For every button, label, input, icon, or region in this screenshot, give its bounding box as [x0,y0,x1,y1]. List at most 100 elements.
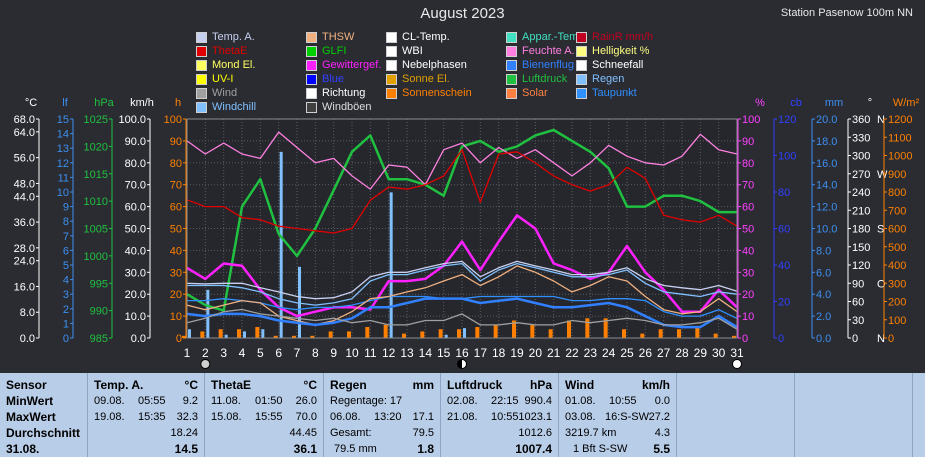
x-tick-label: 17 [474,346,488,360]
direction-label: W [877,169,888,181]
bar-regen [224,334,228,338]
axis-tick-label: 2.0 [816,311,831,323]
axis-tick-label: 1005 [84,224,108,236]
x-tick-label: 1 [184,346,191,360]
axis-tick-label: 0 [852,333,858,345]
bar-sonnenschein [200,331,205,338]
plot-border [186,118,738,339]
axis-tick-label: 14 [57,129,69,141]
axis-unit-label: ° [868,97,872,109]
axis-tick-label: 1010 [84,196,108,208]
axis-tick-label: 30.0 [125,267,146,279]
bar-sonnenschein [603,318,608,338]
legend-label: Gewittergef. [322,59,382,71]
axis-tick-label: 68.0 [14,114,35,126]
stats-min-label: MinWert [6,394,54,408]
legend-label: THSW [322,31,355,43]
direction-label: S [877,224,884,236]
axis-tick-label: 0 [778,333,784,345]
bar-regen [389,192,393,338]
stats-panel: Sensor MinWert MaxWert Durchschnitt 31.0… [0,373,925,457]
moon-icon-shade [457,359,462,369]
series-line-thetae [186,148,738,234]
axis-tick-label: 13 [57,143,69,155]
bar-sonnenschein [512,320,516,338]
axis-tick-label: 3 [63,289,69,301]
axis-unit-label: lf [62,97,68,109]
axis-tick-label: 90.0 [125,136,146,148]
axis-tick-label: 90 [170,136,182,148]
bar-regen [261,329,265,338]
axis-tick-label: 18.0 [816,136,837,148]
axis-tick-label: 100 [742,114,760,126]
legend-label: Windchill [212,101,257,113]
x-tick-label: 16 [455,346,469,360]
axis-tick-label: 50 [742,224,754,236]
bar-sonnenschein [218,329,223,338]
bar-sonnenschein [695,327,700,338]
legend-swatch [196,60,207,71]
axis-tick-label: 20 [170,289,182,301]
temp-unit: °C [184,378,198,392]
axis-unit-label: cb [790,97,802,109]
legend-swatch [386,88,397,99]
legend-swatch [386,74,397,85]
legend-swatch [196,46,207,57]
axis-tick-label: 36.0 [14,217,35,229]
axis-tick-label: 6.0 [816,267,831,279]
bar-sonnenschein [658,329,663,338]
axis-tick-label: 990 [90,306,108,318]
legend-label: Bienenflug [522,59,574,71]
bar-regen [444,334,448,338]
legend-swatch [506,32,517,43]
axis-tick-label: 200 [888,297,906,309]
axis-tick-label: 40 [742,245,754,257]
x-tick-label: 18 [492,346,506,360]
bar-sonnenschein [475,327,480,338]
x-tick-label: 30 [712,346,726,360]
axis-tick-label: 70.0 [125,180,146,192]
x-tick-label: 27 [657,346,671,360]
x-tick-label: 19 [510,346,524,360]
x-tick-label: 29 [694,346,708,360]
x-tick-label: 9 [330,346,337,360]
x-tick-label: 10 [345,346,359,360]
axis-tick-label: 0 [176,333,182,345]
x-tick-label: 12 [382,346,396,360]
axis-tick-label: 1020 [84,141,108,153]
bar-regen [188,329,191,338]
axis-tick-label: 1000 [888,151,912,163]
axis-tick-label: 64.0 [14,127,35,139]
legend-label: UV-I [212,73,234,85]
bar-regen [463,328,466,338]
axis-tick-label: 40 [170,245,182,257]
axis-tick-label: 40.0 [125,245,146,257]
axis-tick-label: 9 [63,202,69,214]
bar-sonnenschein [383,324,388,338]
axis-tick-label: 2 [63,304,69,316]
series-line-wind [186,308,738,330]
axis-tick-label: 1200 [888,114,912,126]
axis-tick-label: 120 [852,260,870,272]
axis-unit-label: W/m² [893,97,920,109]
axis-tick-label: 400 [888,260,906,272]
legend-label: RainR mm/h [592,31,654,43]
x-tick-label: 31 [730,346,744,360]
axis-tick-label: 150 [852,242,870,254]
bar-sonnenschein [292,335,296,338]
axis-tick-label: 0 [63,333,69,345]
x-tick-label: 11 [364,346,377,360]
axis-tick-label: 80.0 [125,158,146,170]
x-tick-label: 26 [639,346,653,360]
x-tick-label: 25 [620,346,634,360]
axis-tick-label: 1 [63,318,69,330]
bar-regen [243,331,246,338]
bar-sonnenschein [548,329,553,338]
bar-sonnenschein [677,329,681,338]
legend-label: Solar [522,87,548,99]
axis-tick-label: 4 [63,275,69,287]
series-line-feuchtea [186,131,738,190]
temp-name: Temp. A. [94,378,144,392]
legend-swatch [306,32,317,43]
axis-tick-label: 100.0 [118,114,146,126]
